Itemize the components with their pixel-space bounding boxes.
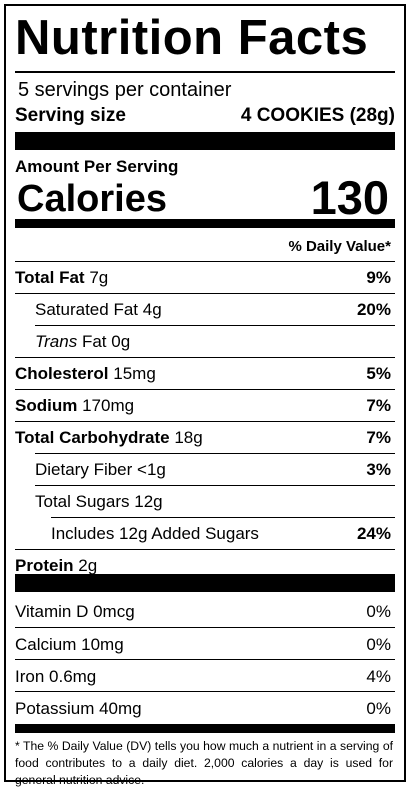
nutrient-row-added-sugars: Includes 12g Added Sugars 24% <box>15 517 395 548</box>
vitamin-row-calcium: Calcium 10mg 0% <box>15 627 395 659</box>
nutrient-name: Total Fat <box>15 268 85 287</box>
nutrient-row-total-sugars: Total Sugars 12g <box>15 485 395 516</box>
nutrient-row-sodium: Sodium 170mg 7% <box>15 389 395 420</box>
nutrient-name: Total Sugars <box>35 492 130 511</box>
nutrient-name: Sodium <box>15 396 78 415</box>
nutrient-name: Protein <box>15 556 74 575</box>
nutrient-dv: 20% <box>356 300 391 319</box>
nutrient-amount: 4g <box>142 300 162 319</box>
nutrient-row-dietary-fiber: Dietary Fiber <1g 3% <box>15 453 395 484</box>
label-title: Nutrition Facts <box>15 11 369 65</box>
nutrient-name: Cholesterol <box>15 364 109 383</box>
servings-per-container: 5 servings per container <box>18 79 232 101</box>
vitamin-dv: 0% <box>366 602 391 621</box>
nutrient-amount: 2g <box>78 556 98 575</box>
serving-size-label: Serving size <box>15 105 126 126</box>
nutrient-amount: 0g <box>111 332 131 351</box>
vitamin-name: Vitamin D 0mcg <box>15 602 135 621</box>
vitamin-dv: 4% <box>366 667 391 686</box>
nutrient-name: Trans <box>35 332 78 351</box>
daily-value-footnote: * The % Daily Value (DV) tells you how m… <box>15 739 393 787</box>
vitamin-name: Potassium 40mg <box>15 699 142 718</box>
calories-value: 130 <box>310 171 389 224</box>
vitamin-name: Calcium 10mg <box>15 635 124 654</box>
nutrient-amount: 15mg <box>113 364 156 383</box>
thick-divider <box>15 132 395 150</box>
title-divider <box>15 71 395 73</box>
amount-per-serving: Amount Per Serving <box>15 157 179 176</box>
nutrient-row-cholesterol: Cholesterol 15mg 5% <box>15 357 395 388</box>
nutrient-name: Total Carbohydrate <box>15 428 170 447</box>
nutrient-row-total-carbohydrate: Total Carbohydrate 18g 7% <box>15 421 395 452</box>
nutrient-name: Saturated Fat <box>35 300 139 319</box>
nutrient-dv: 7% <box>366 396 391 415</box>
nutrient-amount: 170mg <box>82 396 135 415</box>
nutrient-row-protein: Protein 2g <box>15 549 395 580</box>
medium-divider <box>15 724 395 733</box>
nutrient-dv: 24% <box>356 524 391 543</box>
nutrient-row-total-fat: Total Fat 7g 9% <box>15 261 395 292</box>
nutrient-name-suffix: Fat <box>81 332 107 351</box>
vitamin-name: Iron 0.6mg <box>15 667 97 686</box>
nutrition-facts-label: Nutrition Facts 5 servings per container… <box>4 4 406 787</box>
nutrient-dv: 7% <box>366 428 391 447</box>
serving-size-value: 4 COOKIES (28g) <box>240 105 395 126</box>
nutrient-amount: <1g <box>137 460 166 479</box>
nutrient-row-saturated-fat: Saturated Fat 4g 20% <box>15 293 395 324</box>
vitamin-dv: 0% <box>366 635 391 654</box>
nutrient-amount: 7g <box>89 268 109 287</box>
serving-size-row: Serving size 4 COOKIES (28g) <box>15 106 395 125</box>
nutrient-dv: 3% <box>366 460 391 479</box>
calories-label: Calories <box>17 178 167 220</box>
nutrient-dv: 5% <box>366 364 391 383</box>
thick-divider <box>15 574 395 592</box>
vitamin-row-vitamin-d: Vitamin D 0mcg 0% <box>15 594 395 626</box>
daily-value-header: % Daily Value* <box>288 238 391 255</box>
nutrient-name: Dietary Fiber <box>35 460 133 479</box>
vitamin-row-iron: Iron 0.6mg 4% <box>15 659 395 691</box>
vitamin-row-potassium: Potassium 40mg 0% <box>15 691 395 723</box>
medium-divider <box>15 219 395 228</box>
nutrient-dv: 9% <box>366 268 391 287</box>
nutrient-amount: 18g <box>174 428 203 447</box>
nutrient-row-trans-fat: Trans Fat 0g <box>15 325 395 356</box>
nutrient-amount: 12g <box>134 492 163 511</box>
vitamin-dv: 0% <box>366 699 391 718</box>
nutrient-name: Includes 12g Added Sugars <box>51 524 259 543</box>
